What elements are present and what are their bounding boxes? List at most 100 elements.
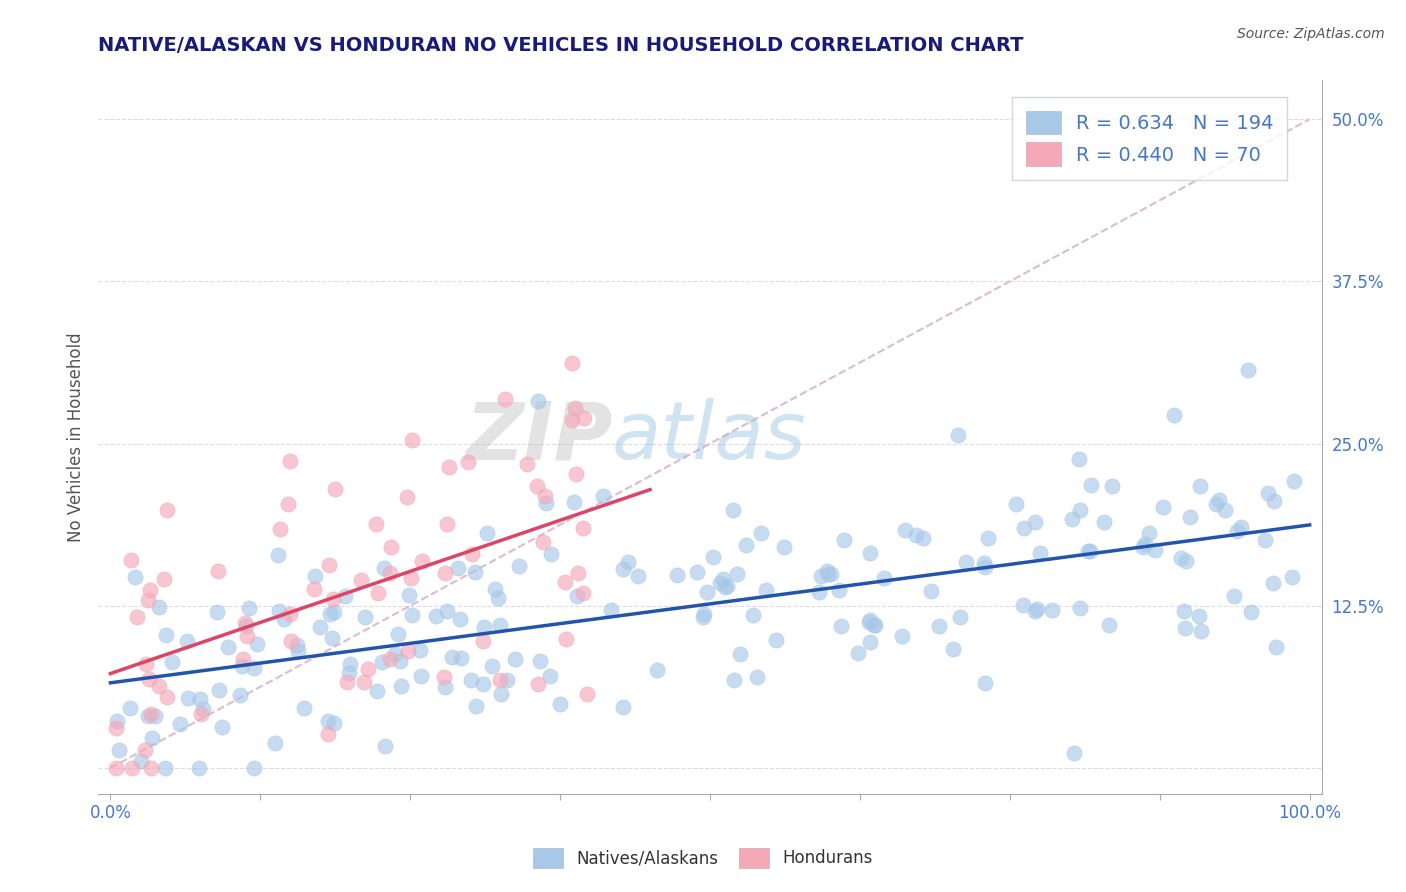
Point [236, 629, 259, 643]
Point [575, 687, 598, 701]
Point [810, 569, 832, 583]
Point [267, 548, 290, 562]
Point [1144, 542, 1167, 557]
Point [472, 677, 495, 691]
Point [264, 735, 287, 749]
Point [1098, 617, 1121, 632]
Point [105, 722, 128, 736]
Point [716, 579, 738, 593]
Point [323, 482, 346, 496]
Point [339, 657, 361, 671]
Point [713, 580, 735, 594]
Point [1173, 604, 1195, 618]
Point [156, 503, 179, 517]
Point [134, 743, 156, 757]
Text: atlas: atlas [612, 398, 807, 476]
Point [447, 560, 470, 574]
Point [890, 629, 912, 643]
Point [1080, 478, 1102, 492]
Point [337, 666, 360, 681]
Point [1137, 526, 1160, 541]
Point [1132, 541, 1154, 555]
Point [1188, 479, 1211, 493]
Point [353, 675, 375, 690]
Point [1223, 589, 1246, 603]
Point [1069, 503, 1091, 517]
Point [238, 600, 260, 615]
Point [534, 489, 557, 503]
Point [243, 761, 266, 775]
Point [1101, 479, 1123, 493]
Point [1175, 554, 1198, 568]
Point [460, 673, 482, 687]
Point [846, 646, 869, 660]
Point [233, 616, 256, 631]
Point [911, 531, 934, 545]
Point [1282, 474, 1305, 488]
Point [734, 538, 756, 552]
Point [188, 692, 211, 706]
Point [278, 607, 301, 621]
Point [229, 688, 252, 702]
Point [278, 454, 301, 468]
Point [702, 549, 724, 564]
Point [308, 620, 330, 634]
Point [395, 490, 418, 504]
Point [1205, 497, 1227, 511]
Point [136, 593, 159, 607]
Point [554, 575, 576, 590]
Point [977, 531, 1000, 545]
Point [287, 644, 309, 658]
Point [436, 516, 458, 531]
Point [323, 715, 346, 730]
Point [1174, 621, 1197, 635]
Point [190, 707, 212, 722]
Point [354, 610, 377, 624]
Point [1063, 746, 1085, 760]
Point [1257, 485, 1279, 500]
Point [1092, 516, 1115, 530]
Point [859, 635, 882, 649]
Point [127, 610, 149, 624]
Text: Source: ZipAtlas.com: Source: ZipAtlas.com [1237, 27, 1385, 41]
Point [433, 670, 456, 684]
Point [484, 582, 506, 596]
Point [489, 687, 512, 701]
Point [564, 467, 586, 482]
Point [723, 673, 745, 688]
Point [148, 679, 170, 693]
Point [1029, 546, 1052, 560]
Point [1263, 494, 1285, 508]
Point [562, 494, 585, 508]
Point [269, 522, 291, 536]
Point [1005, 497, 1028, 511]
Point [396, 643, 419, 657]
Point [974, 560, 997, 574]
Point [481, 658, 503, 673]
Point [612, 562, 634, 576]
Point [292, 701, 315, 715]
Point [373, 560, 395, 574]
Point [1077, 543, 1099, 558]
Text: NATIVE/ALASKAN VS HONDURAN NO VEHICLES IN HOUSEHOLD CORRELATION CHART: NATIVE/ALASKAN VS HONDURAN NO VEHICLES I… [98, 36, 1024, 54]
Point [526, 479, 548, 493]
Point [434, 566, 457, 580]
Point [696, 585, 718, 599]
Point [538, 669, 561, 683]
Point [323, 605, 346, 619]
Point [319, 607, 342, 622]
Point [321, 632, 343, 646]
Point [389, 679, 412, 693]
Point [139, 761, 162, 775]
Point [107, 743, 129, 757]
Point [371, 656, 394, 670]
Point [709, 575, 731, 590]
Point [747, 670, 769, 684]
Point [540, 547, 562, 561]
Point [1281, 570, 1303, 584]
Point [531, 534, 554, 549]
Point [105, 714, 128, 728]
Point [304, 569, 326, 583]
Point [548, 697, 571, 711]
Point [449, 612, 471, 626]
